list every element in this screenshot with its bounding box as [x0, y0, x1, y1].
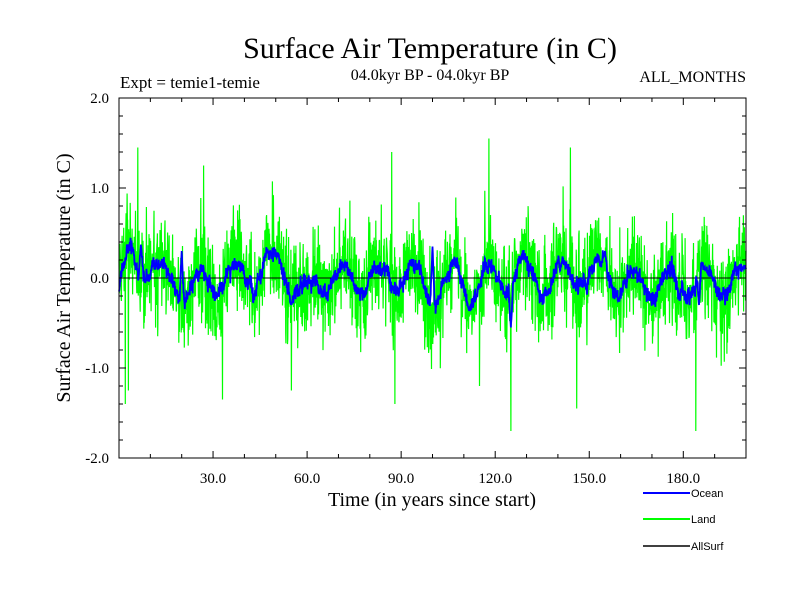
series-line-ocean — [118, 237, 747, 328]
x-axis-label: Time (in years since start) — [328, 489, 536, 511]
series-line-land — [118, 138, 747, 432]
y-axis-label: Surface Air Temperature (in C) — [53, 153, 75, 402]
legend: Ocean Land AllSurf — [643, 488, 724, 553]
y-tick-label: -2.0 — [85, 451, 109, 467]
x-tick-label: 150.0 — [572, 471, 606, 487]
x-tick-label: 120.0 — [478, 471, 512, 487]
x-tick-label: 30.0 — [200, 471, 226, 487]
y-tick-label: 0.0 — [90, 271, 109, 287]
legend-label-allsurf: AllSurf — [691, 541, 724, 553]
y-tick-label: -1.0 — [85, 361, 109, 377]
y-tick-label: 1.0 — [90, 181, 109, 197]
period-label: 04.0kyr BP - 04.0kyr BP — [351, 67, 510, 84]
tick-layer: 30.0 60.0 90.0 120.0 150.0 180.0 -2.0 -1.0 0.0 1.… — [85, 91, 746, 487]
x-tick-label: 60.0 — [294, 471, 320, 487]
experiment-label: Expt = temie1-temie — [120, 73, 260, 92]
x-tick-label: 90.0 — [388, 471, 414, 487]
months-label: ALL_MONTHS — [639, 69, 746, 86]
legend-label-ocean: Ocean — [691, 488, 723, 500]
series-layer — [118, 138, 747, 432]
legend-label-land: Land — [691, 514, 715, 526]
chart-title: Surface Air Temperature (in C) — [243, 32, 617, 65]
y-tick-label: 2.0 — [90, 91, 109, 107]
x-tick-label: 180.0 — [666, 471, 700, 487]
